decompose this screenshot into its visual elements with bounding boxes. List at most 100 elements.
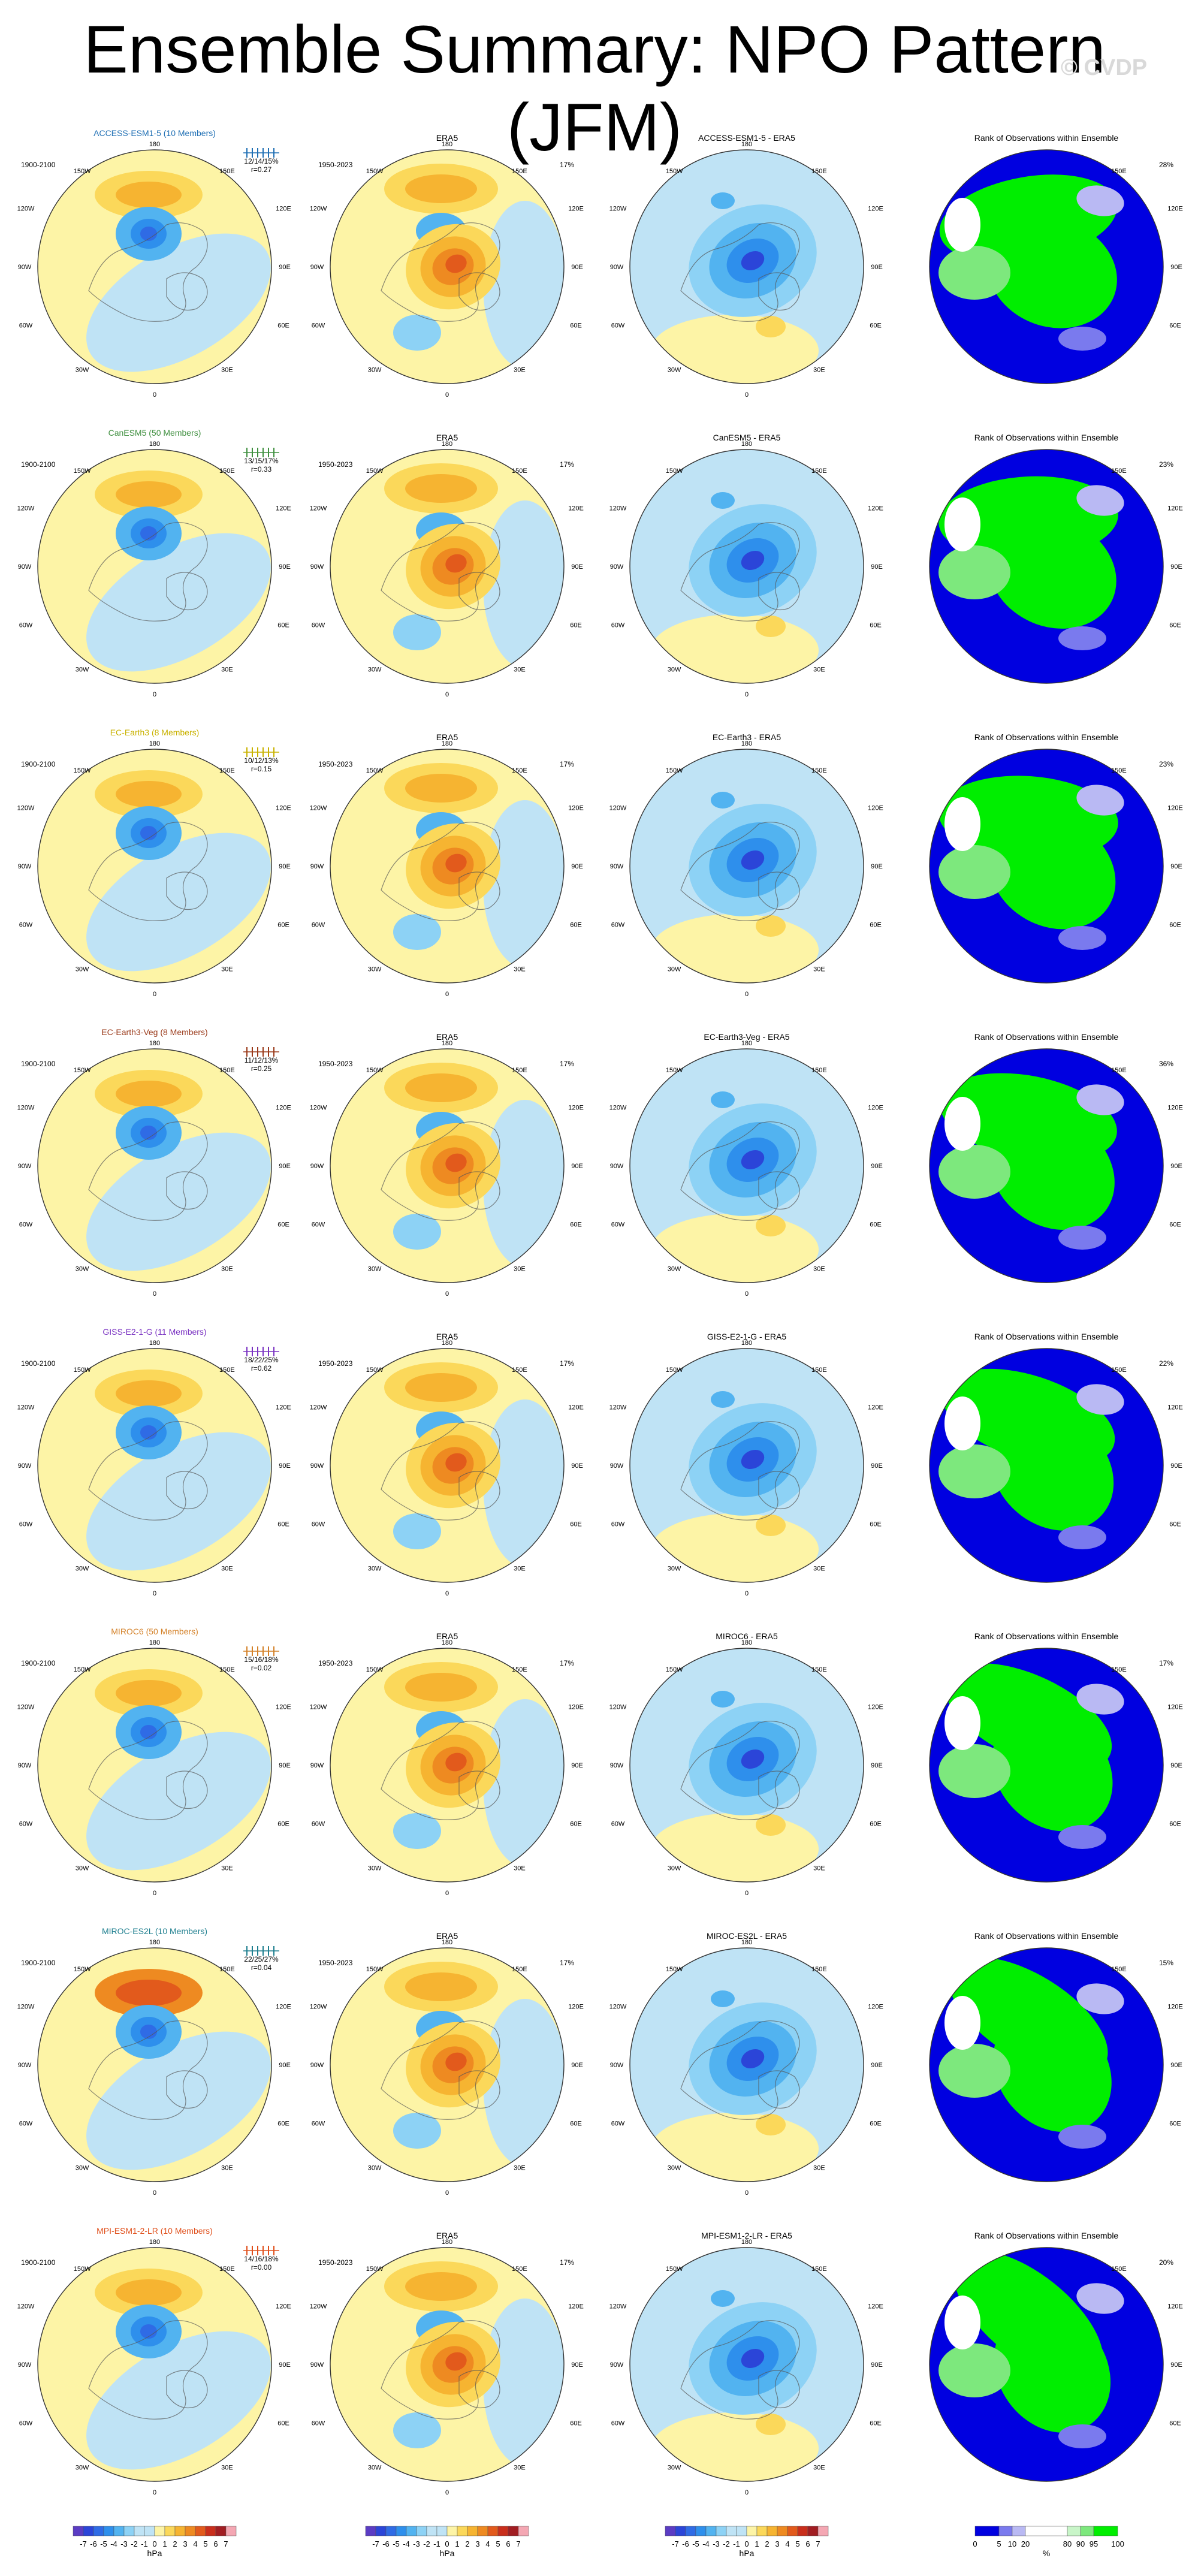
longitude-label: 60W — [611, 1521, 625, 1528]
era5-map: 180 150W 150E 120W 120E 90W 90E 60W 60E 30W 30E 0 — [310, 1040, 584, 1298]
longitude-label: 0 — [745, 1890, 749, 1897]
longitude-label: 30E — [813, 2165, 825, 2172]
colorbar-swatch — [457, 2526, 468, 2536]
rank-colorbar-tick-label: 5 — [997, 2539, 1001, 2548]
colorbar-swatch — [123, 2526, 135, 2536]
longitude-label: 90E — [279, 2361, 291, 2369]
contour-negative — [393, 2412, 441, 2448]
longitude-label: 150E — [811, 1966, 827, 1973]
contour-positive — [116, 182, 182, 208]
longitude-label: 180 — [741, 2239, 752, 2246]
longitude-label: 60E — [277, 622, 289, 629]
model-map: 180 150W 150E 120W 120E 90W 90E 60W 60E 30W 30E 0 — [17, 141, 291, 399]
rank-region-high — [988, 217, 1117, 328]
longitude-label: 90E — [1170, 264, 1182, 271]
coastline — [88, 822, 208, 921]
longitude-label: 30E — [514, 666, 526, 674]
difference-title: EC-Earth3 - ERA5 — [713, 732, 781, 742]
longitude-label: 60W — [19, 2420, 33, 2427]
longitude-label: 60W — [312, 2420, 325, 2427]
map-border — [929, 2247, 1164, 2482]
watermark: © CVDP — [1061, 55, 1148, 80]
colorbar-tick-label: 7 — [816, 2539, 820, 2548]
rank-pct: 15% — [1159, 1959, 1173, 1967]
longitude-label: 60E — [277, 322, 289, 330]
longitude-label: 30E — [221, 1565, 233, 1573]
contour-negative — [86, 2331, 271, 2470]
contour-negative — [86, 1432, 271, 1571]
contour-positive — [651, 614, 819, 683]
diff-map: 180 150W 150E 120W 120E 90W 90E 60W 60E 30W 30E 0 — [609, 2239, 883, 2496]
longitude-label: 180 — [149, 1939, 160, 1946]
era5-title: ERA5 — [436, 2231, 458, 2240]
contour-positive — [116, 2279, 182, 2306]
diff-map: 180 150W 150E 120W 120E 90W 90E 60W 60E 30W 30E 0 — [609, 1639, 883, 1897]
rank-region-mid — [938, 1744, 1010, 1798]
colorbar-swatch — [487, 2526, 499, 2536]
longitude-label: 90W — [310, 1762, 324, 1769]
colorbar-swatch — [726, 2526, 737, 2536]
longitude-label: 30W — [76, 1565, 89, 1573]
map-border — [929, 1947, 1164, 2182]
longitude-label: 180 — [741, 1340, 752, 1347]
era5-map: 180 150W 150E 120W 120E 90W 90E 60W 60E 30W 30E 0 — [310, 1939, 584, 2197]
rank-pct: 20% — [1159, 2258, 1173, 2267]
colorbar-tick-label: -7 — [672, 2539, 679, 2548]
coastline — [381, 1721, 500, 1820]
contour-positive — [756, 1215, 786, 1236]
colorbar-tick-label: 4 — [785, 2539, 789, 2548]
longitude-label: 60W — [312, 1821, 325, 1828]
longitude-label: 0 — [445, 1290, 449, 1298]
model-title: CanESM5 (50 Members) — [108, 428, 201, 438]
longitude-label: 0 — [445, 691, 449, 698]
colorbar-swatch — [385, 2526, 397, 2536]
map-border — [37, 449, 272, 684]
rank-title: Rank of Observations within Ensemble — [974, 1931, 1119, 1941]
era5-years: 1950-2023 — [318, 460, 353, 469]
longitude-label: 150E — [512, 1966, 527, 1973]
rank-region-mid — [938, 1145, 1010, 1199]
rank-pct: 23% — [1159, 760, 1173, 768]
colorbar-tick-label: 4 — [193, 2539, 197, 2548]
longitude-label: 30W — [76, 1266, 89, 1273]
longitude-label: 0 — [745, 2489, 749, 2496]
era5-pct: 17% — [560, 2258, 574, 2267]
diff-map: 180 150W 150E 120W 120E 90W 90E 60W 60E 30W 30E 0 — [609, 1340, 883, 1597]
map-border — [629, 2247, 864, 2482]
contour-positive — [445, 1453, 467, 1472]
longitude-label: 0 — [745, 1290, 749, 1298]
contour-negative — [86, 533, 271, 672]
coastline — [88, 2020, 208, 2120]
longitude-label: 150E — [512, 168, 527, 175]
longitude-label: 30W — [76, 2465, 89, 2472]
rank-map — [929, 2247, 1164, 2482]
longitude-label: 30E — [221, 1865, 233, 1872]
longitude-label: 90E — [1170, 563, 1182, 571]
rank-region-low — [1076, 485, 1124, 516]
rank-map — [929, 1947, 1164, 2182]
difference-title: GISS-E2-1-G - ERA5 — [707, 1332, 786, 1341]
contour-negative — [86, 233, 271, 372]
longitude-label: 90W — [310, 264, 324, 271]
coastline — [381, 822, 500, 921]
longitude-label: 90E — [871, 1163, 883, 1170]
colorbar-tick-label: 5 — [203, 2539, 207, 2548]
contour-negative — [711, 492, 735, 509]
longitude-label: 90W — [610, 2361, 624, 2369]
longitude-label: 60W — [312, 322, 325, 330]
rank-colorbar-swatch — [1067, 2526, 1081, 2536]
colorbar-tick-label: 1 — [162, 2539, 167, 2548]
longitude-label: 150E — [811, 2266, 827, 2273]
longitude-label: 60W — [312, 622, 325, 629]
longitude-label: 150W — [366, 767, 384, 774]
longitude-label: 120W — [17, 206, 35, 213]
colorbar-swatch — [665, 2526, 676, 2536]
contour-positive — [651, 1214, 819, 1283]
colorbar-tick-label: 1 — [455, 2539, 459, 2548]
contour-negative — [140, 2324, 157, 2339]
era5-map: 180 150W 150E 120W 120E 90W 90E 60W 60E 30W 30E 0 — [310, 2239, 584, 2496]
coastline — [381, 2020, 500, 2120]
contour-negative — [711, 1990, 735, 2007]
coastline — [88, 2320, 208, 2420]
longitude-label: 150E — [512, 1666, 527, 1673]
